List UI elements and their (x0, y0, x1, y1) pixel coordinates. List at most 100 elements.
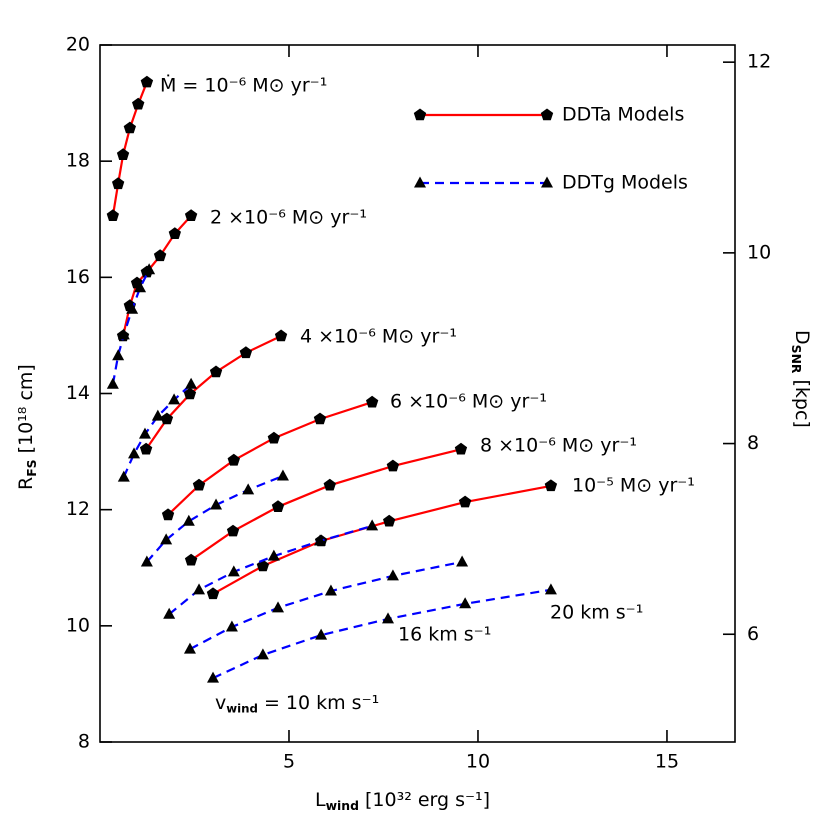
marker (184, 209, 198, 221)
y-axis-label: RFS [10¹⁸ cm] (15, 364, 39, 490)
marker (153, 249, 167, 262)
curve (145, 335, 282, 450)
marker (193, 583, 206, 595)
marker (183, 642, 196, 654)
marker (267, 549, 280, 561)
marker (112, 177, 125, 190)
annotation: 6 ×10⁻⁶ M⊙ yr⁻¹ (390, 391, 547, 413)
marker (544, 583, 557, 595)
annotation: 10⁻⁵ M⊙ yr⁻¹ (572, 475, 695, 497)
marker (272, 601, 285, 613)
legend-label: DDTg Models (562, 172, 688, 194)
marker (138, 427, 151, 439)
legend-marker (541, 176, 553, 188)
marker (192, 478, 206, 491)
marker (323, 478, 336, 491)
marker (386, 569, 399, 581)
x-axis-label-rest: [10³² erg s⁻¹] (365, 789, 490, 811)
marker (207, 671, 220, 683)
marker (161, 508, 175, 521)
y-tick-label: 18 (66, 150, 90, 172)
curve (189, 560, 463, 651)
marker (116, 148, 130, 160)
marker (225, 620, 238, 632)
marker (117, 470, 130, 482)
x-axis-label-sub: wind (326, 798, 359, 813)
curve (122, 383, 192, 478)
marker (267, 431, 281, 444)
curve (190, 448, 462, 562)
marker (106, 209, 119, 221)
marker (456, 555, 469, 567)
marker (315, 628, 328, 640)
curve (167, 401, 373, 516)
marker (239, 346, 253, 359)
curve (212, 588, 552, 680)
marker (382, 612, 395, 624)
marker (160, 412, 174, 425)
curve (111, 269, 151, 385)
marker (139, 442, 153, 455)
marker (140, 555, 153, 567)
y2-tick-label: 12 (747, 51, 771, 73)
marker (117, 328, 130, 340)
curve (168, 524, 373, 616)
marker (383, 514, 396, 527)
y-tick-label: 10 (66, 614, 90, 636)
marker (134, 281, 147, 293)
marker (227, 453, 240, 466)
marker (132, 97, 145, 110)
y2-tick-label: 10 (747, 241, 771, 263)
marker (123, 121, 136, 134)
marker (313, 534, 326, 546)
y-tick-label: 20 (66, 34, 90, 56)
curve (212, 484, 552, 595)
x-tick-label: 10 (466, 751, 490, 773)
marker (366, 519, 379, 531)
marker (454, 442, 468, 455)
marker (276, 469, 289, 481)
annotation-main: v (215, 692, 226, 714)
marker (128, 447, 141, 459)
y2-axis-label-sub: SNR (790, 345, 805, 374)
marker (544, 479, 558, 492)
y2-tick-label: 8 (747, 432, 759, 454)
marker (182, 514, 195, 526)
marker (271, 500, 285, 512)
annotation: Ṁ = 10⁻⁶ M⊙ yr⁻¹ (160, 74, 327, 97)
annotation: 8 ×10⁻⁶ M⊙ yr⁻¹ (480, 435, 637, 457)
marker (209, 365, 223, 378)
marker (386, 459, 400, 472)
x-tick-label: 15 (655, 751, 679, 773)
y2-tick-label: 6 (747, 623, 759, 645)
curve (122, 215, 192, 337)
marker (206, 587, 220, 600)
marker (324, 584, 337, 596)
marker (256, 648, 269, 660)
marker (106, 377, 119, 389)
marker (184, 553, 198, 566)
marker (366, 395, 379, 408)
legend-label: DDTa Models (562, 104, 684, 126)
marker (313, 412, 327, 425)
x-axis-label-main: L (315, 789, 326, 811)
marker (226, 524, 240, 537)
y2-axis-label: DSNR [kpc] (790, 330, 814, 428)
annotation: 2 ×10⁻⁶ M⊙ yr⁻¹ (210, 207, 367, 229)
marker (458, 495, 472, 508)
marker (163, 607, 176, 619)
marker (160, 533, 173, 545)
annotation-rest: = 10 km s⁻¹ (264, 692, 379, 714)
annotation: vwind = 10 km s⁻¹ (215, 692, 379, 716)
y-tick-label: 12 (66, 498, 90, 520)
x-tick-label: 5 (283, 751, 295, 773)
y-axis-label-sub: FS (24, 459, 39, 476)
marker (242, 483, 255, 495)
marker (168, 393, 181, 405)
legend-marker (413, 108, 427, 121)
marker (151, 409, 164, 421)
marker (183, 387, 197, 400)
y-tick-label: 8 (78, 731, 90, 753)
